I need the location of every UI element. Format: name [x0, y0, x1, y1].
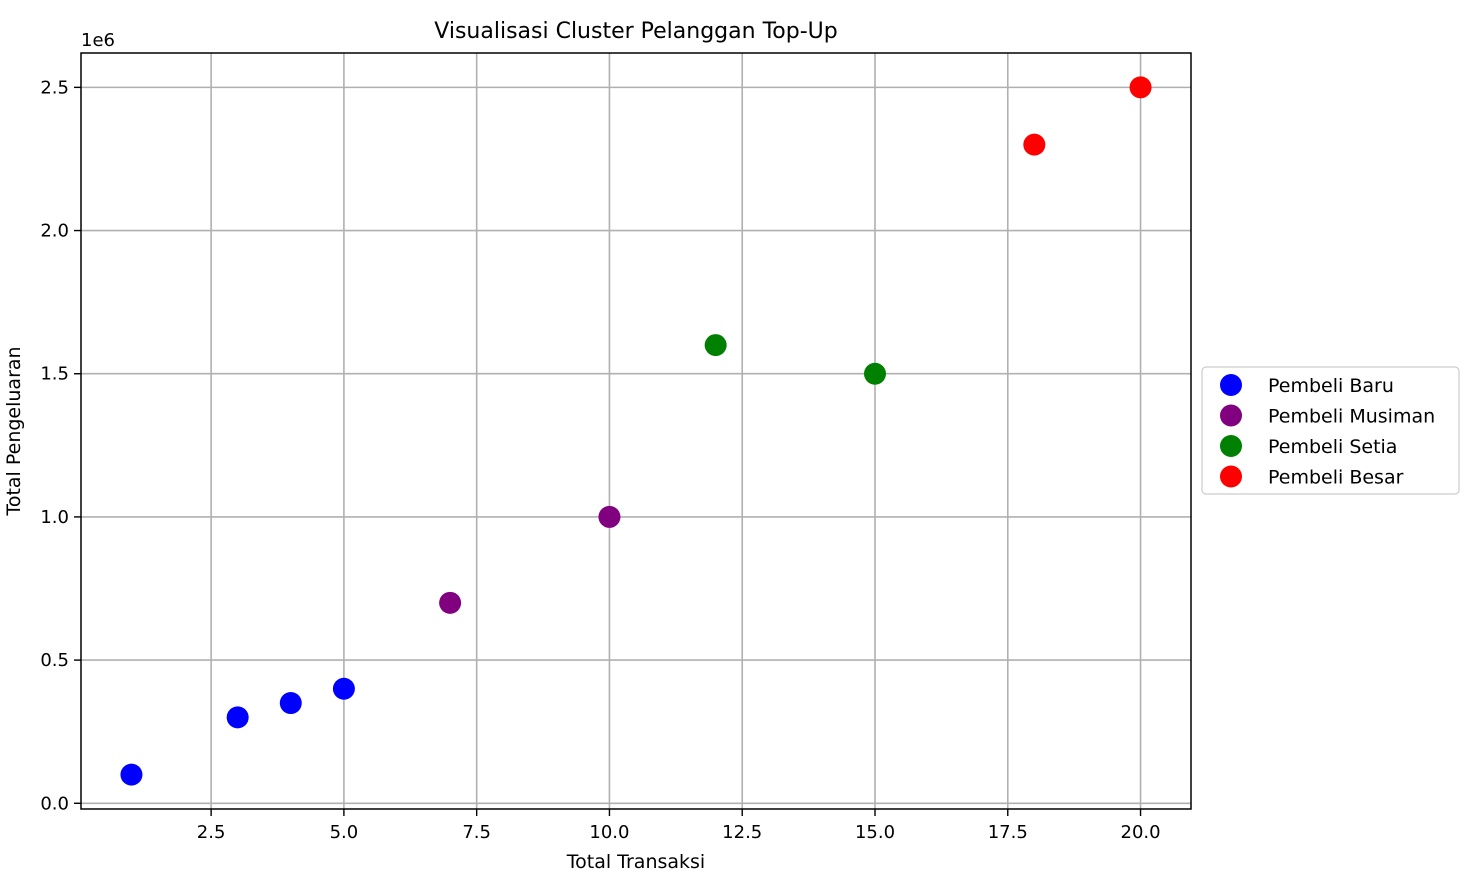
x-tick-label: 2.5: [197, 822, 226, 843]
legend-label-pembeli-setia: Pembeli Setia: [1268, 436, 1397, 458]
x-tick-label: 7.5: [462, 822, 491, 843]
y-axis-ticks: 0.0 0.5 1.0 1.5 2.0 2.5: [40, 77, 81, 814]
x-tick-label: 15.0: [855, 822, 895, 843]
legend-box: [1201, 366, 1460, 495]
y-tick-label: 1.0: [40, 507, 69, 528]
legend-label-pembeli-besar: Pembeli Besar: [1268, 467, 1404, 489]
point-pembeli-setia: [704, 334, 727, 357]
point-pembeli-baru: [226, 706, 249, 729]
legend-label-pembeli-baru: Pembeli Baru: [1268, 375, 1394, 397]
grid-lines: [81, 53, 1191, 809]
chart-title: Visualisasi Cluster Pelanggan Top-Up: [434, 19, 837, 44]
legend-items: Pembeli Baru Pembeli Musiman Pembeli Setia…: [1220, 374, 1435, 489]
legend-marker-pembeli-besar: [1220, 465, 1242, 488]
legend-marker-pembeli-setia: [1220, 435, 1242, 457]
legend: Pembeli Baru Pembeli Musiman Pembeli Setia…: [1201, 366, 1460, 495]
x-tick-label: 17.5: [988, 822, 1028, 843]
x-axis-ticks: 2.5 5.0 7.5 10.0 12.5 15.0 17.5 20.0: [197, 809, 1161, 843]
point-pembeli-musiman: [598, 505, 621, 528]
x-tick-label: 20.0: [1121, 822, 1161, 843]
y-axis-label: Total Pengeluaran: [3, 346, 25, 516]
x-tick-label: 10.0: [589, 822, 629, 843]
x-tick-label: 12.5: [722, 822, 762, 843]
y-tick-label: 2.5: [40, 77, 69, 98]
plot-frame: [80, 52, 1192, 810]
point-pembeli-setia: [863, 362, 886, 385]
point-pembeli-baru: [120, 763, 143, 786]
point-pembeli-baru: [332, 677, 355, 700]
y-tick-label: 0.0: [40, 793, 69, 814]
point-pembeli-baru: [279, 692, 302, 715]
legend-marker-pembeli-musiman: [1220, 404, 1242, 427]
y-tick-label: 0.5: [40, 650, 69, 671]
point-pembeli-besar: [1023, 133, 1046, 156]
point-pembeli-musiman: [439, 591, 462, 614]
x-tick-label: 5.0: [330, 822, 359, 843]
point-pembeli-besar: [1129, 76, 1152, 99]
legend-marker-pembeli-baru: [1220, 374, 1242, 396]
y-axis-offset-label: 1e6: [81, 30, 115, 51]
legend-label-pembeli-musiman: Pembeli Musiman: [1268, 406, 1435, 428]
x-axis-label: Total Transaksi: [566, 851, 705, 873]
y-tick-label: 1.5: [40, 364, 69, 385]
data-points: [120, 76, 1152, 786]
y-tick-label: 2.0: [40, 221, 69, 242]
